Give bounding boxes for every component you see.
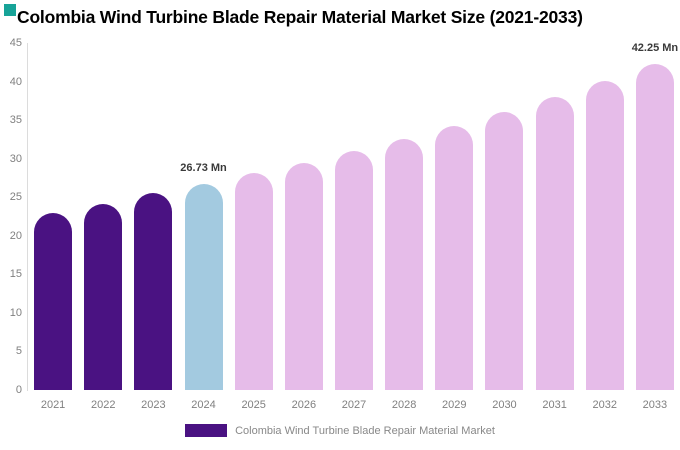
y-tick-5: 5 bbox=[15, 345, 22, 358]
y-tick-10: 10 bbox=[9, 306, 22, 319]
y-tick-20: 20 bbox=[9, 229, 22, 242]
y-tick-30: 30 bbox=[9, 152, 22, 165]
bar-2027[interactable] bbox=[335, 150, 373, 390]
x-label-2023: 2023 bbox=[141, 399, 166, 411]
x-label-2025: 2025 bbox=[241, 399, 266, 411]
y-tick-25: 25 bbox=[9, 191, 22, 204]
bar-2023[interactable] bbox=[134, 193, 173, 390]
bar-2032[interactable] bbox=[585, 80, 624, 390]
y-tick-0: 0 bbox=[15, 384, 22, 396]
y-axis-line bbox=[27, 43, 28, 391]
x-label-2029: 2029 bbox=[442, 399, 467, 411]
x-label-2028: 2028 bbox=[391, 399, 417, 411]
x-label-2030: 2030 bbox=[492, 399, 517, 411]
x-label-2027: 2027 bbox=[341, 399, 367, 411]
x-label-2031: 2031 bbox=[542, 399, 567, 411]
y-tick-40: 40 bbox=[9, 75, 22, 88]
bar-2030[interactable] bbox=[485, 111, 524, 390]
data-label-2033: 42.25 Mn bbox=[631, 42, 679, 55]
bar-2022[interactable] bbox=[84, 204, 123, 390]
bar-2028[interactable] bbox=[385, 138, 424, 390]
y-tick-35: 35 bbox=[9, 114, 22, 127]
bar-2026[interactable] bbox=[284, 162, 323, 390]
chart-title: Colombia Wind Turbine Blade Repair Mater… bbox=[17, 7, 583, 27]
bar-2025[interactable] bbox=[234, 173, 273, 390]
x-label-2033: 2033 bbox=[642, 399, 668, 411]
x-label-2032: 2032 bbox=[592, 399, 617, 411]
corner-accent-square bbox=[4, 4, 16, 16]
y-tick-15: 15 bbox=[9, 268, 22, 281]
legend-item[interactable]: Colombia Wind Turbine Blade Repair Mater… bbox=[0, 424, 680, 437]
legend-label: Colombia Wind Turbine Blade Repair Mater… bbox=[235, 424, 495, 437]
y-tick-45: 45 bbox=[9, 37, 22, 49]
bar-2021[interactable] bbox=[34, 213, 73, 390]
bar-2033[interactable] bbox=[635, 64, 674, 390]
x-label-2026: 2026 bbox=[291, 399, 317, 411]
bar-2029[interactable] bbox=[435, 125, 474, 390]
bar-2024[interactable] bbox=[184, 183, 223, 390]
bar-2031[interactable] bbox=[535, 96, 574, 390]
legend-swatch bbox=[185, 424, 228, 437]
x-label-2024: 2024 bbox=[191, 399, 216, 411]
data-label-2024: 26.73 Mn bbox=[180, 161, 227, 174]
x-label-2021: 2021 bbox=[40, 399, 66, 411]
x-label-2022: 2022 bbox=[90, 399, 116, 411]
